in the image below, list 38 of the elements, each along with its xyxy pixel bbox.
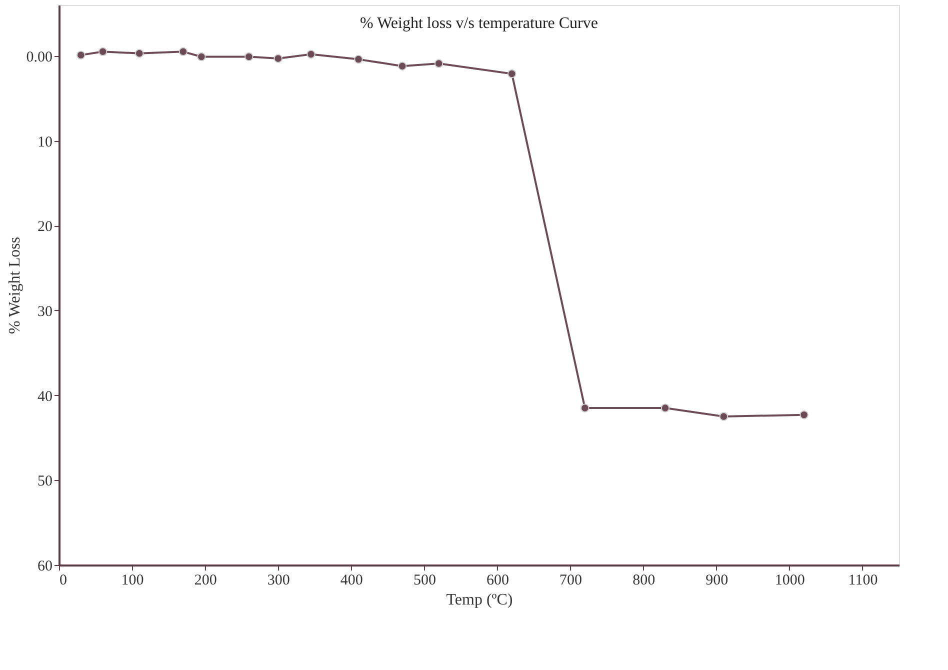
x-axis-title: Temp (ºC): [446, 592, 513, 608]
x-tick-label: 700: [560, 572, 582, 588]
point: [398, 62, 407, 70]
x-tick-label: 400: [340, 572, 363, 588]
point: [306, 50, 316, 59]
x-tick-label: 200: [194, 572, 217, 588]
point: [507, 69, 516, 78]
point: [800, 410, 808, 420]
point: [660, 404, 670, 412]
point: [178, 47, 188, 56]
point: [434, 59, 444, 68]
point: [580, 404, 590, 412]
point: [354, 54, 363, 64]
x-tick-label: 100: [121, 572, 144, 588]
point: [76, 50, 86, 60]
x-tick-label: 800: [632, 572, 656, 588]
x-tick-label: 1000: [774, 572, 805, 588]
text: % Weight loss v/s temperature Curve: [360, 15, 598, 32]
x-tick-label: 300: [267, 572, 290, 588]
y-tick-label: 60: [38, 558, 52, 574]
x-tick-label: 500: [413, 572, 436, 588]
y-tick-label: 20: [38, 219, 52, 236]
x-tick-label: 1100: [848, 572, 878, 588]
point: [244, 52, 254, 62]
y-axis-title: % Weight Loss: [6, 236, 24, 334]
y-tick-label: 50: [38, 474, 52, 490]
point: [98, 47, 108, 56]
y-tick-label: 0.00: [26, 49, 52, 66]
point: [197, 52, 206, 62]
x-tick-label: 900: [706, 572, 728, 588]
y-tick-label: 10: [38, 134, 52, 150]
x-tick-label: 0: [60, 572, 67, 588]
y-tick-label: 40: [38, 388, 52, 405]
y-tick-label: 30: [38, 304, 52, 320]
x-tick-label: 600: [486, 572, 510, 588]
point: [274, 54, 283, 63]
point: [719, 412, 728, 421]
point: [134, 49, 144, 58]
